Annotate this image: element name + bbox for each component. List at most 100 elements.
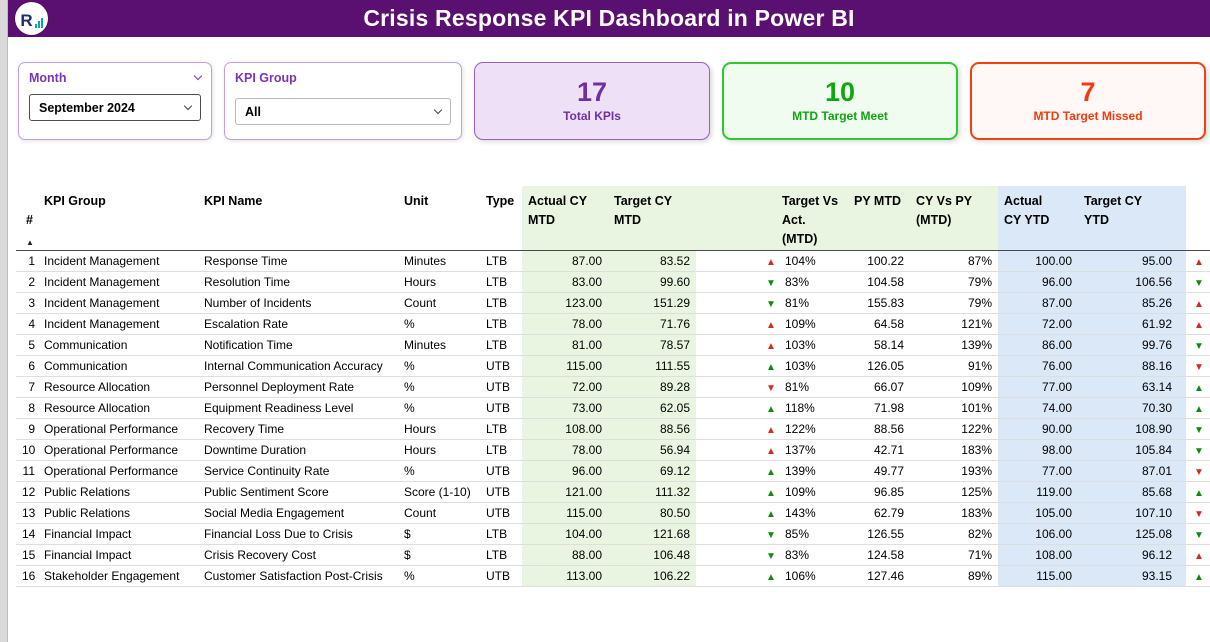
cell-kpi-group: Financial Impact (38, 544, 198, 567)
cell-target-cy-ytd: 70.30 (1078, 397, 1186, 420)
cell-target-cy-mtd: 78.57 (608, 334, 696, 357)
table-row[interactable]: 1 Incident Management Response Time Minu… (16, 250, 1210, 273)
cell-actual-cy-mtd: 113.00 (522, 565, 608, 588)
logo: R (15, 2, 48, 35)
mtd-trend-arrow-icon: ▲ (766, 404, 776, 416)
table-header-row: # ▲ KPI Group KPI Name Unit Type Actual … (16, 186, 1210, 252)
cell-type: UTB (480, 565, 522, 588)
cell-cy-vs-py-mtd: 91% (910, 355, 998, 378)
cell-kpi-name: Equipment Readiness Level (198, 397, 398, 420)
col-header-target-cy-ytd[interactable]: Target CY YTD (1078, 186, 1186, 252)
cell-unit: % (398, 397, 480, 420)
kpi-group-dropdown[interactable]: All (235, 98, 451, 125)
cell-ytd-trend: ▲ (1186, 250, 1210, 273)
card-total-kpis[interactable]: 17 Total KPIs (474, 62, 710, 140)
cell-type: LTB (480, 250, 522, 273)
table-row[interactable]: 12 Public Relations Public Sentiment Sco… (16, 481, 1210, 504)
cell-row-number: 12 (16, 481, 38, 504)
month-dropdown-value: September 2024 (39, 100, 135, 115)
table-row[interactable]: 5 Communication Notification Time Minute… (16, 334, 1210, 357)
cell-actual-cy-ytd: 105.00 (998, 502, 1078, 525)
cell-cy-vs-py-mtd: 79% (910, 292, 998, 315)
cell-ytd-trend: ▲ (1186, 376, 1210, 399)
ytd-trend-arrow-icon: ▲ (1194, 551, 1204, 563)
table-row[interactable]: 2 Incident Management Resolution Time Ho… (16, 271, 1210, 294)
col-header-kpi-group[interactable]: KPI Group (38, 186, 198, 252)
mtd-trend-arrow-icon: ▼ (766, 551, 776, 563)
table-row[interactable]: 9 Operational Performance Recovery Time … (16, 418, 1210, 441)
mtd-target-missed-value: 7 (1080, 77, 1096, 107)
cell-target-cy-mtd: 106.48 (608, 544, 696, 567)
cell-unit: Hours (398, 418, 480, 441)
cell-actual-cy-mtd: 115.00 (522, 355, 608, 378)
col-header-kpi-name[interactable]: KPI Name (198, 186, 398, 252)
table-row[interactable]: 14 Financial Impact Financial Loss Due t… (16, 523, 1210, 546)
cell-actual-cy-mtd: 123.00 (522, 292, 608, 315)
table-row[interactable]: 16 Stakeholder Engagement Customer Satis… (16, 565, 1210, 588)
table-row[interactable]: 10 Operational Performance Downtime Dura… (16, 439, 1210, 462)
cell-target-cy-ytd: 107.10 (1078, 502, 1186, 525)
card-mtd-target-missed[interactable]: 7 MTD Target Missed (970, 62, 1206, 140)
cell-type: UTB (480, 397, 522, 420)
cell-kpi-group: Incident Management (38, 250, 198, 273)
cell-row-number: 14 (16, 523, 38, 546)
col-header-target-cy-mtd[interactable]: Target CY MTD (608, 186, 696, 252)
cell-kpi-group: Resource Allocation (38, 376, 198, 399)
cell-kpi-name: Escalation Rate (198, 313, 398, 336)
card-mtd-target-meet[interactable]: 10 MTD Target Meet (722, 62, 958, 140)
cell-type: LTB (480, 418, 522, 441)
logo-bars-icon (34, 16, 43, 28)
sort-ascending-icon[interactable]: ▲ (26, 238, 34, 248)
cell-row-number: 2 (16, 271, 38, 294)
table-row[interactable]: 6 Communication Internal Communication A… (16, 355, 1210, 378)
cell-kpi-group: Communication (38, 355, 198, 378)
col-header-num[interactable]: # ▲ (16, 186, 38, 252)
cell-kpi-group: Financial Impact (38, 523, 198, 546)
cell-kpi-name: Public Sentiment Score (198, 481, 398, 504)
cell-actual-cy-ytd: 86.00 (998, 334, 1078, 357)
kpi-table-container: # ▲ KPI Group KPI Name Unit Type Actual … (16, 186, 1210, 588)
ytd-trend-arrow-icon: ▼ (1194, 446, 1204, 458)
mtd-trend-arrow-icon: ▼ (766, 383, 776, 395)
ytd-trend-arrow-icon: ▲ (1194, 383, 1204, 395)
mtd-trend-arrow-icon: ▲ (766, 446, 776, 458)
cell-unit: % (398, 565, 480, 588)
chevron-down-icon[interactable] (193, 71, 203, 81)
page-title: Crisis Response KPI Dashboard in Power B… (363, 5, 855, 31)
table-row[interactable]: 13 Public Relations Social Media Engagem… (16, 502, 1210, 525)
cell-py-mtd: 96.85 (848, 481, 910, 504)
month-dropdown[interactable]: September 2024 (29, 94, 201, 121)
col-header-unit[interactable]: Unit (398, 186, 480, 252)
col-header-actual-cy-mtd[interactable]: Actual CY MTD (522, 186, 608, 252)
table-row[interactable]: 4 Incident Management Escalation Rate % … (16, 313, 1210, 336)
cell-kpi-group: Incident Management (38, 313, 198, 336)
cell-kpi-name: Crisis Recovery Cost (198, 544, 398, 567)
cell-py-mtd: 88.56 (848, 418, 910, 441)
ytd-trend-arrow-icon: ▲ (1194, 572, 1204, 584)
cell-kpi-group: Operational Performance (38, 418, 198, 441)
cell-actual-cy-mtd: 96.00 (522, 460, 608, 483)
table-row[interactable]: 11 Operational Performance Service Conti… (16, 460, 1210, 483)
cell-actual-cy-ytd: 72.00 (998, 313, 1078, 336)
col-header-actual-cy-ytd[interactable]: Actual CY YTD (998, 186, 1078, 252)
cell-unit: % (398, 355, 480, 378)
table-row[interactable]: 15 Financial Impact Crisis Recovery Cost… (16, 544, 1210, 567)
cell-target-vs-act-mtd: ▲ 103% (696, 355, 848, 378)
cell-unit: Count (398, 502, 480, 525)
cell-target-vs-act-mtd: ▼ 83% (696, 271, 848, 294)
cell-row-number: 11 (16, 460, 38, 483)
cell-cy-vs-py-mtd: 89% (910, 565, 998, 588)
cell-ytd-trend: ▼ (1186, 271, 1210, 294)
col-header-target-vs-act-mtd[interactable]: Target Vs Act. (MTD) (696, 186, 848, 252)
table-row[interactable]: 8 Resource Allocation Equipment Readines… (16, 397, 1210, 420)
ytd-trend-arrow-icon: ▲ (1194, 320, 1204, 332)
cell-cy-vs-py-mtd: 82% (910, 523, 998, 546)
table-row[interactable]: 3 Incident Management Number of Incident… (16, 292, 1210, 315)
col-header-cy-vs-py-mtd[interactable]: CY Vs PY (MTD) (910, 186, 998, 252)
col-header-type[interactable]: Type (480, 186, 522, 252)
table-row[interactable]: 7 Resource Allocation Personnel Deployme… (16, 376, 1210, 399)
cell-actual-cy-mtd: 83.00 (522, 271, 608, 294)
title-bar: R Crisis Response KPI Dashboard in Power… (8, 0, 1210, 37)
col-header-py-mtd[interactable]: PY MTD (848, 186, 910, 252)
cell-py-mtd: 66.07 (848, 376, 910, 399)
